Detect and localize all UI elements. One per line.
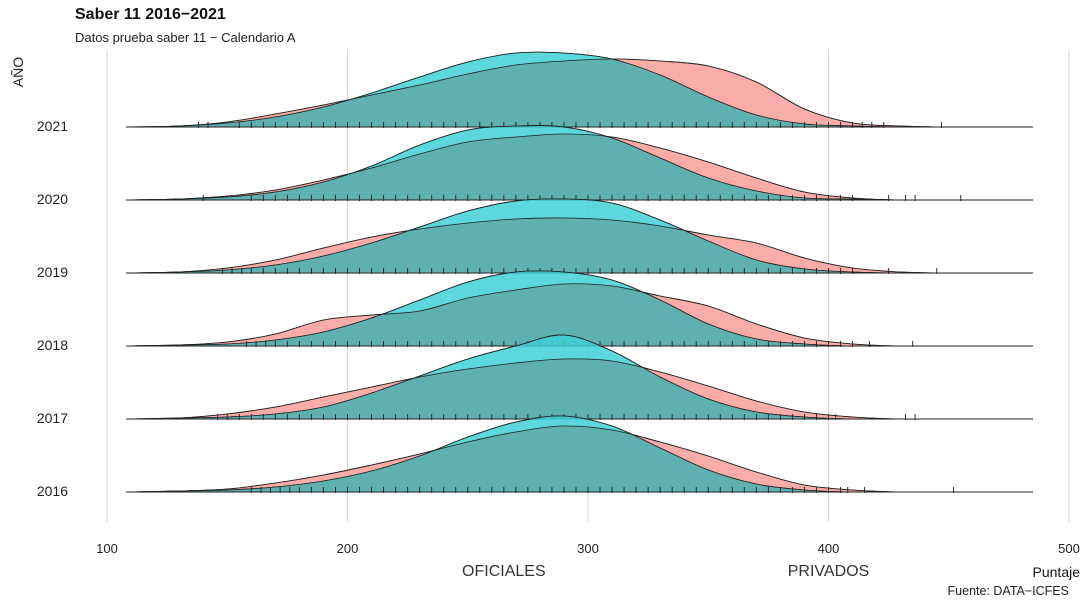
x-tick-100: 100 xyxy=(96,541,118,556)
ridge-2019 xyxy=(126,198,1033,274)
x-category-oficiales: OFICIALES xyxy=(462,563,546,580)
source-note: Fuente: DATA−ICFES xyxy=(947,584,1069,598)
rug-2019 xyxy=(221,268,938,274)
density-overlap-2021 xyxy=(126,59,1033,128)
x-tick-400: 400 xyxy=(818,541,840,556)
x-tick-300: 300 xyxy=(577,541,599,556)
density-overlap-2019 xyxy=(126,217,1033,274)
y-axis-title: AÑO xyxy=(10,57,26,87)
ridge-2018 xyxy=(126,270,1033,347)
y-tick-2019: 2019 xyxy=(37,264,68,280)
x-tick-200: 200 xyxy=(337,541,359,556)
ridge-2017 xyxy=(126,334,1033,420)
x-category-labels: OFICIALES PRIVADOS xyxy=(462,563,869,580)
x-axis-title: Puntaje xyxy=(1033,564,1081,580)
ridge-2020 xyxy=(126,125,1033,201)
y-tick-2017: 2017 xyxy=(37,410,68,426)
ridge-2021 xyxy=(126,51,1033,128)
density-overlap-2017 xyxy=(126,358,1033,420)
x-category-privados: PRIVADOS xyxy=(788,563,870,580)
y-tick-2021: 2021 xyxy=(37,118,68,134)
rug-2017 xyxy=(217,414,916,420)
y-axis-ticks: 2021 2020 2019 2018 2017 2016 xyxy=(37,118,68,499)
x-axis-ticks: 100 200 300 400 500 xyxy=(96,541,1080,556)
y-tick-2016: 2016 xyxy=(37,483,68,499)
chart-title: Saber 11 2016−2021 xyxy=(75,6,226,23)
chart-subtitle: Datos prueba saber 11 − Calendario A xyxy=(75,30,296,45)
density-overlap-2020 xyxy=(126,134,1033,201)
x-tick-500: 500 xyxy=(1058,541,1080,556)
y-tick-2018: 2018 xyxy=(37,337,68,353)
y-tick-2020: 2020 xyxy=(37,191,68,207)
density-overlap-2018 xyxy=(126,283,1033,347)
density-overlap-2016 xyxy=(126,425,1033,493)
ridges xyxy=(126,51,1033,493)
rug-2016 xyxy=(250,487,955,493)
ridge-2016 xyxy=(126,415,1033,493)
